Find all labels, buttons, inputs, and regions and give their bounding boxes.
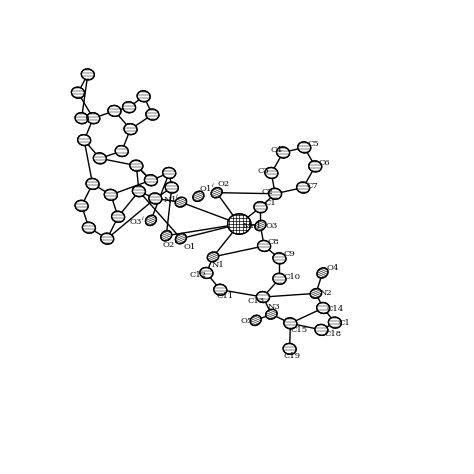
Text: C8: C8: [268, 237, 280, 246]
Ellipse shape: [122, 102, 136, 113]
Text: C7: C7: [307, 182, 319, 190]
Ellipse shape: [273, 273, 286, 284]
Ellipse shape: [257, 240, 271, 251]
Text: O4: O4: [326, 264, 338, 272]
Ellipse shape: [254, 202, 267, 213]
Text: C15: C15: [291, 326, 308, 334]
Ellipse shape: [87, 113, 100, 124]
Text: Mn1: Mn1: [242, 222, 262, 230]
Ellipse shape: [132, 186, 146, 197]
Ellipse shape: [228, 214, 251, 234]
Text: C4: C4: [271, 146, 283, 154]
Ellipse shape: [81, 69, 94, 80]
Text: O1: O1: [184, 243, 196, 251]
Text: O2: O2: [218, 180, 230, 188]
Text: C19: C19: [283, 352, 300, 360]
Text: C12: C12: [190, 271, 207, 279]
Ellipse shape: [265, 310, 277, 319]
Ellipse shape: [284, 318, 297, 329]
Ellipse shape: [211, 188, 222, 198]
Ellipse shape: [165, 182, 178, 193]
Ellipse shape: [310, 289, 322, 298]
Ellipse shape: [175, 234, 186, 244]
Ellipse shape: [255, 220, 266, 231]
Ellipse shape: [283, 343, 296, 355]
Ellipse shape: [250, 315, 261, 326]
Ellipse shape: [268, 188, 282, 199]
Ellipse shape: [175, 197, 187, 207]
Text: N1$^i$: N1$^i$: [163, 192, 179, 205]
Ellipse shape: [130, 160, 143, 171]
Text: C5: C5: [308, 140, 319, 148]
Text: C11: C11: [217, 292, 234, 300]
Ellipse shape: [256, 292, 270, 302]
Ellipse shape: [146, 109, 159, 120]
Ellipse shape: [111, 211, 125, 222]
Ellipse shape: [265, 167, 278, 178]
Ellipse shape: [137, 91, 150, 102]
Ellipse shape: [193, 191, 204, 201]
Text: C9: C9: [283, 250, 295, 258]
Text: C2: C2: [261, 188, 273, 196]
Text: O3: O3: [265, 222, 277, 230]
Text: O3$^i$: O3$^i$: [129, 215, 145, 228]
Ellipse shape: [146, 215, 156, 226]
Text: C6: C6: [319, 159, 330, 167]
Ellipse shape: [163, 167, 176, 178]
Ellipse shape: [317, 268, 328, 278]
Ellipse shape: [298, 142, 311, 153]
Text: O1$^i$: O1$^i$: [199, 182, 215, 194]
Ellipse shape: [309, 161, 322, 172]
Text: N3: N3: [268, 303, 281, 311]
Ellipse shape: [93, 153, 106, 164]
Ellipse shape: [108, 105, 121, 117]
Ellipse shape: [161, 230, 172, 241]
Ellipse shape: [86, 178, 99, 190]
Ellipse shape: [100, 233, 114, 244]
Ellipse shape: [276, 147, 290, 158]
Ellipse shape: [297, 182, 310, 193]
Text: C10: C10: [283, 273, 300, 281]
Ellipse shape: [78, 135, 91, 146]
Text: C1: C1: [264, 199, 276, 207]
Ellipse shape: [315, 324, 328, 336]
Ellipse shape: [149, 193, 162, 204]
Ellipse shape: [72, 87, 84, 98]
Text: O5: O5: [240, 317, 253, 325]
Text: N2: N2: [319, 290, 332, 297]
Ellipse shape: [207, 252, 219, 262]
Text: C14: C14: [327, 305, 344, 313]
Text: N1: N1: [211, 261, 224, 269]
Ellipse shape: [214, 284, 227, 295]
Ellipse shape: [317, 302, 330, 313]
Ellipse shape: [145, 175, 157, 186]
Ellipse shape: [124, 124, 137, 135]
Text: C18: C18: [324, 329, 341, 337]
Text: C1: C1: [338, 319, 350, 328]
Text: O2$^i$: O2$^i$: [162, 237, 178, 250]
Ellipse shape: [115, 146, 128, 156]
Text: C13: C13: [248, 297, 265, 305]
Ellipse shape: [75, 201, 88, 211]
Ellipse shape: [328, 317, 341, 328]
Ellipse shape: [104, 189, 118, 201]
Ellipse shape: [82, 222, 95, 233]
Ellipse shape: [200, 267, 213, 278]
Ellipse shape: [273, 253, 286, 264]
Text: C3: C3: [257, 167, 269, 175]
Ellipse shape: [75, 113, 88, 124]
